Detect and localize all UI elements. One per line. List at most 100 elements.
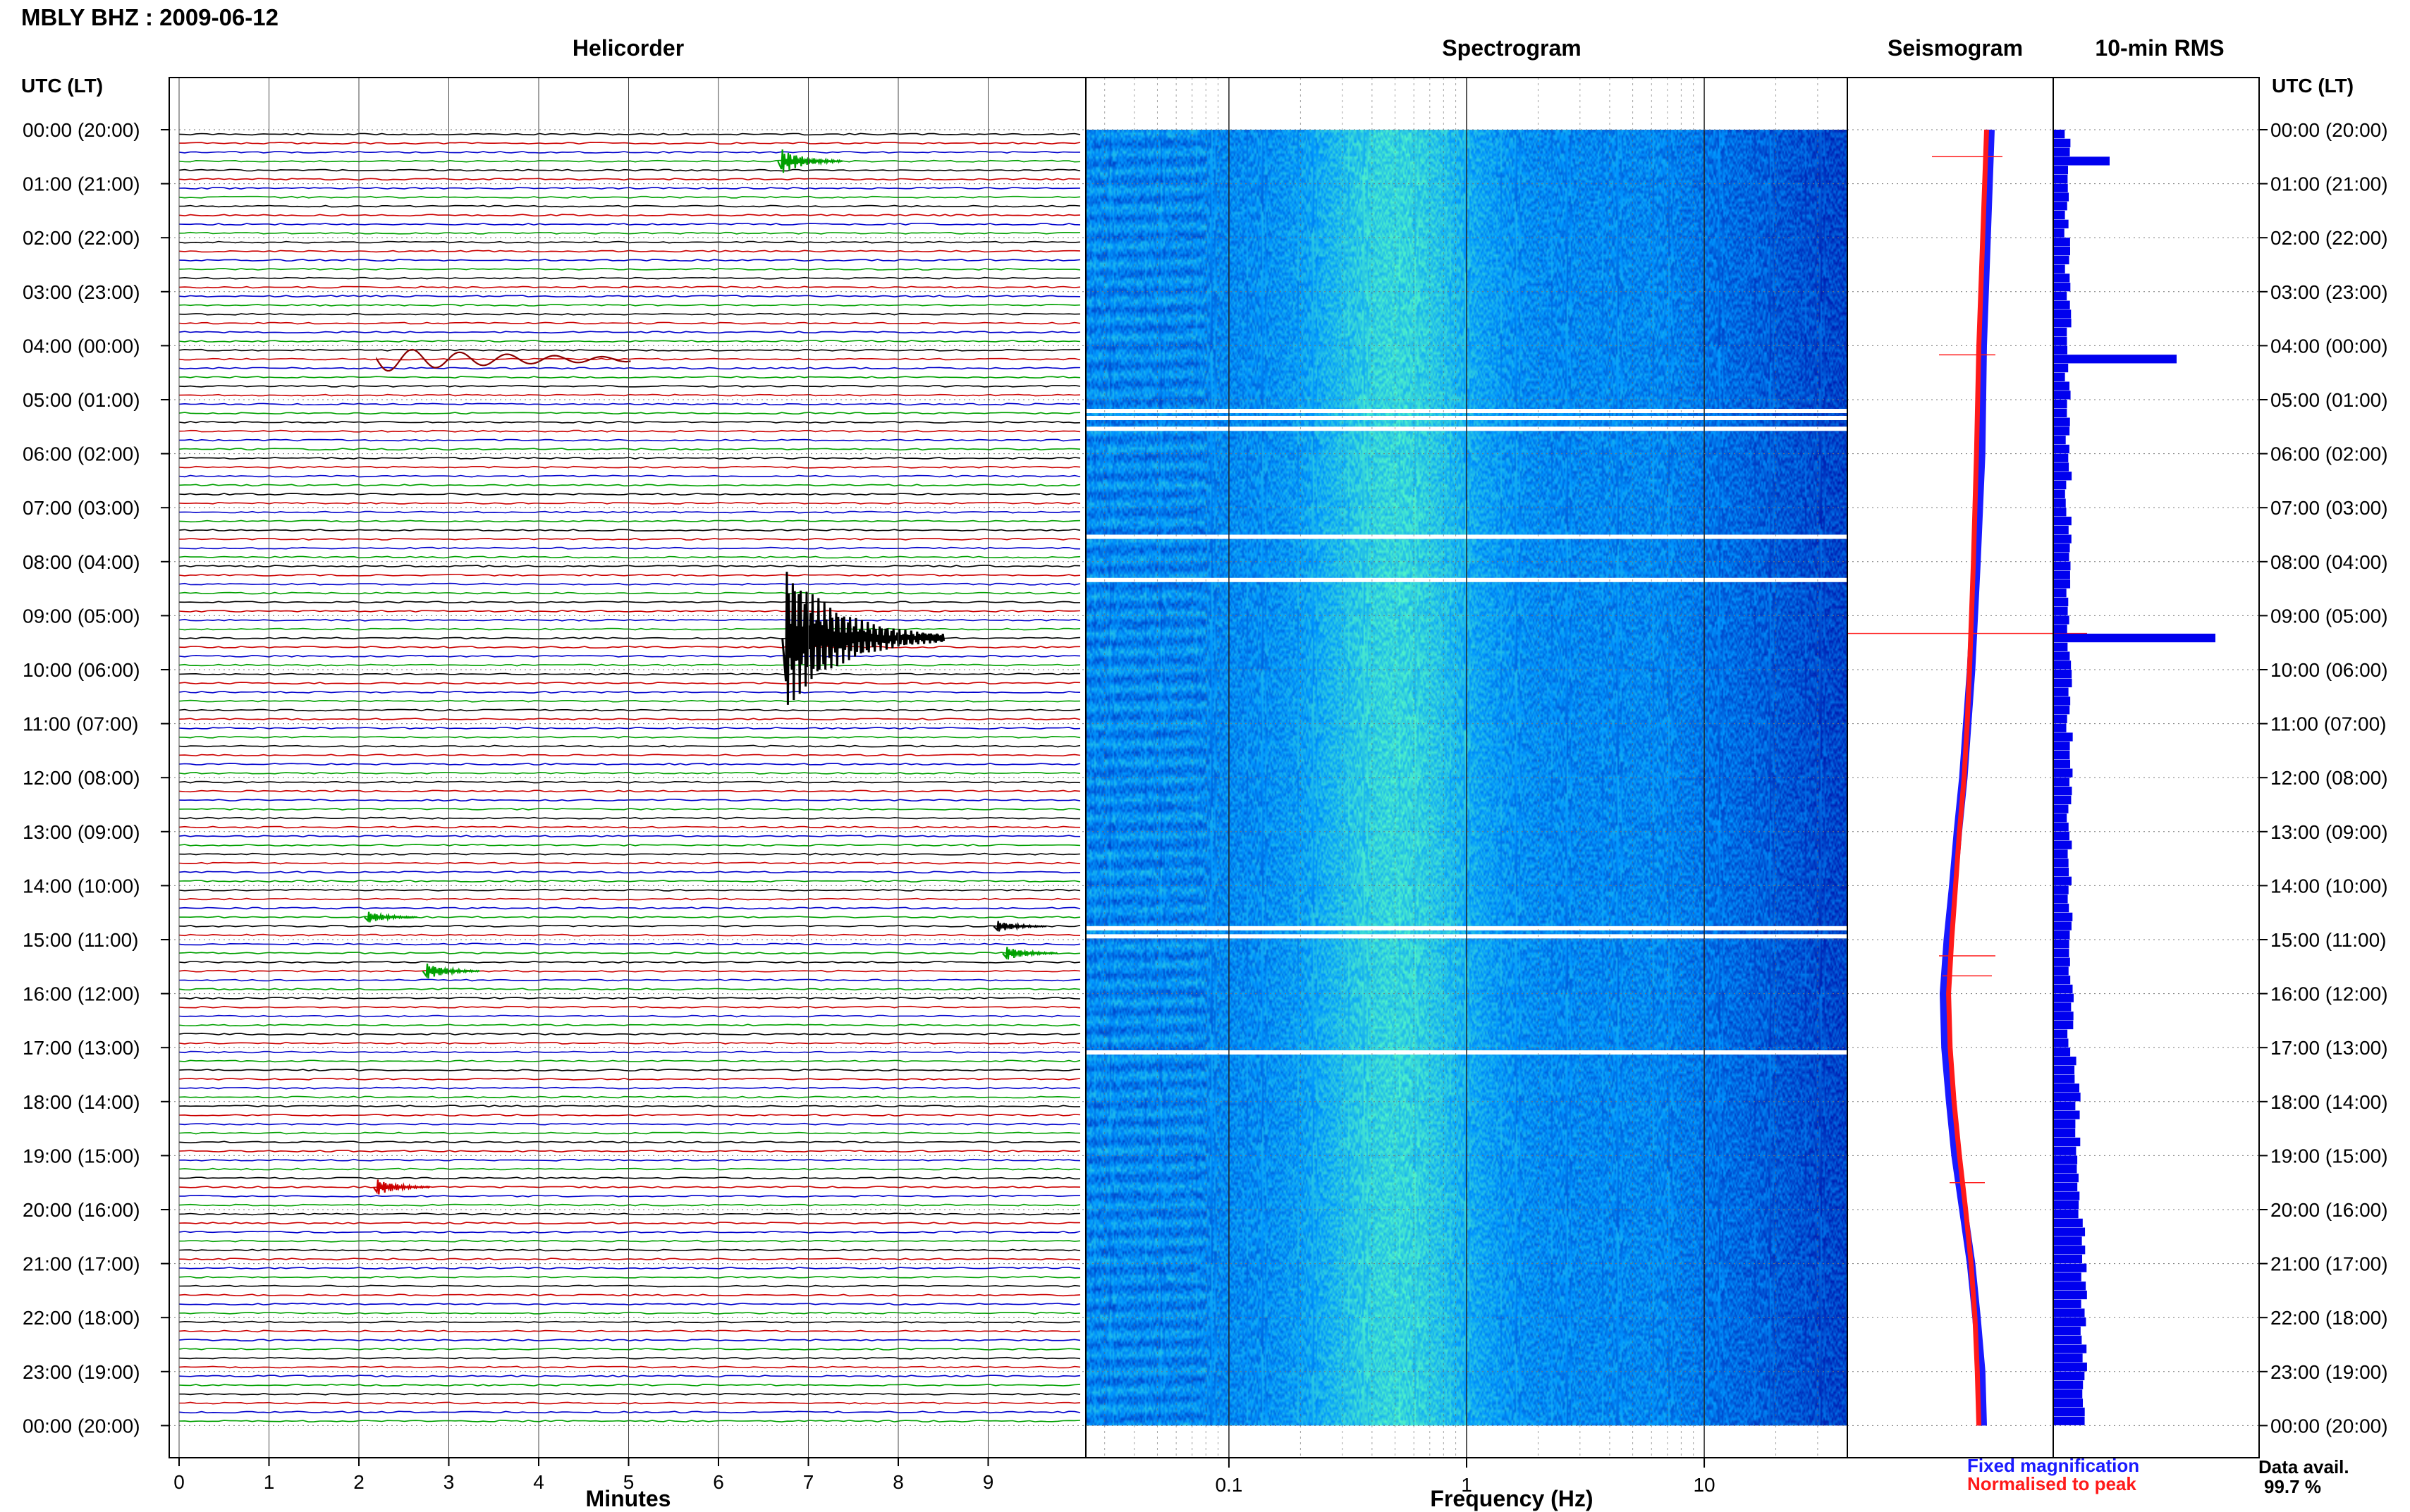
rms-bar xyxy=(2053,831,2069,841)
minute-tick-label-2: 2 xyxy=(353,1471,365,1493)
helicorder-trace xyxy=(178,601,1080,604)
helicorder-trace xyxy=(178,591,1081,595)
rms-bar xyxy=(2053,1047,2071,1057)
rms-bar xyxy=(2053,1218,2083,1228)
minute-tick-label-3: 3 xyxy=(444,1471,455,1493)
rms-bar xyxy=(2053,183,2068,192)
helicorder-trace xyxy=(178,312,1081,316)
rms-bar xyxy=(2053,759,2071,768)
hour-tick-label-left-2: 02:00 (22:00) xyxy=(23,227,140,249)
rms-bar xyxy=(2053,859,2069,868)
helicorder-trace xyxy=(178,223,1081,226)
rms-bar xyxy=(2053,625,2067,634)
rms-bar xyxy=(2053,1164,2077,1174)
rms-bar xyxy=(2053,355,2177,364)
helicorder-trace xyxy=(178,574,1081,577)
helicorder-trace xyxy=(178,627,1081,631)
helicorder-trace xyxy=(178,754,1081,757)
seismogram-frame xyxy=(1847,77,2054,1458)
helicorder-trace xyxy=(178,159,1081,163)
hour-tick-label-right-10: 10:00 (06:00) xyxy=(2270,659,2388,681)
rms-bar xyxy=(2053,1083,2080,1093)
helicorder-trace xyxy=(178,1095,1081,1099)
helicorder-trace xyxy=(178,646,1081,649)
hour-tick-label-left-5: 05:00 (01:00) xyxy=(23,389,140,411)
rms-bar xyxy=(2053,876,2072,885)
rms-bar xyxy=(2053,300,2070,309)
rms-bar xyxy=(2053,309,2072,319)
rms-bar xyxy=(2053,1290,2087,1300)
hour-tick-label-right-21: 21:00 (17:00) xyxy=(2270,1253,2388,1275)
helicorder-trace xyxy=(178,133,1081,136)
rms-bar xyxy=(2053,651,2070,660)
rms-bar xyxy=(2053,130,2065,139)
rms-bar xyxy=(2053,633,2215,643)
rms-bar xyxy=(2053,642,2068,651)
helicorder-trace xyxy=(178,393,1081,397)
hour-tick-label-right-18: 18:00 (14:00) xyxy=(2270,1091,2388,1113)
helicorder-trace xyxy=(179,1392,1081,1396)
helicorder-trace xyxy=(178,484,1081,487)
minute-tick-label-9: 9 xyxy=(983,1471,994,1493)
helicorder-trace xyxy=(178,178,1081,181)
frequency-tick-label-1: 1 xyxy=(1461,1474,1472,1496)
rms-bar xyxy=(2053,1146,2076,1155)
hour-tick-label-left-16: 16:00 (12:00) xyxy=(23,983,140,1005)
helicorder-trace xyxy=(178,1024,1081,1027)
helicorder-trace xyxy=(178,1122,1081,1126)
helicorder-event-1 xyxy=(376,348,631,372)
helicorder-trace xyxy=(178,1005,1081,1009)
helicorder-trace xyxy=(178,1141,1081,1144)
helicorder-trace xyxy=(178,1131,1081,1135)
data-availability-label: Data avail. xyxy=(2258,1456,2349,1477)
helicorder-trace xyxy=(178,1320,1081,1324)
hour-tick-label-left-14: 14:00 (10:00) xyxy=(23,875,140,897)
rms-bar xyxy=(2053,1101,2076,1111)
hour-tick-label-left-23: 23:00 (19:00) xyxy=(23,1361,140,1383)
hour-tick-label-left-3: 03:00 (23:00) xyxy=(23,281,140,303)
hour-tick-label-right-22: 22:00 (18:00) xyxy=(2270,1307,2388,1329)
hour-tick-label-right-20: 20:00 (16:00) xyxy=(2270,1199,2388,1221)
helicorder-trace xyxy=(178,1375,1081,1378)
rms-bar xyxy=(2053,948,2069,958)
seismogram-normalised-line xyxy=(1946,129,1989,1426)
minute-tick-label-6: 6 xyxy=(713,1471,724,1493)
rms-bar xyxy=(2053,336,2067,345)
rms-bar xyxy=(2053,453,2069,462)
rms-bar xyxy=(2053,246,2071,256)
frequency-tick-label-0: 0.1 xyxy=(1215,1474,1242,1496)
helicorder-trace xyxy=(178,565,1081,568)
helicorder-trace xyxy=(178,906,1081,910)
minute-tick-label-0: 0 xyxy=(173,1471,185,1493)
rms-bar xyxy=(2053,1246,2086,1255)
helicorder-trace xyxy=(178,816,1081,820)
rms-bar xyxy=(2053,156,2110,166)
hour-tick-label-left-18: 18:00 (14:00) xyxy=(23,1091,140,1113)
rms-bar xyxy=(2053,1308,2085,1317)
helicorder-trace xyxy=(178,1167,1081,1171)
helicorder-trace xyxy=(178,744,1081,748)
helicorder-trace xyxy=(178,231,1081,235)
helicorder-trace xyxy=(178,807,1081,811)
rms-bar xyxy=(2053,678,2072,688)
hour-tick-label-right-1: 01:00 (21:00) xyxy=(2270,173,2388,195)
helicorder-trace xyxy=(178,997,1081,1000)
helicorder-trace xyxy=(178,250,1081,253)
helicorder-trace xyxy=(178,1303,1081,1305)
hour-tick-label-right-4: 04:00 (00:00) xyxy=(2270,335,2388,357)
rms-bar xyxy=(2053,166,2068,175)
rms-bar xyxy=(2053,1029,2068,1038)
helicorder-trace xyxy=(178,367,1081,370)
rms-bar xyxy=(2053,561,2071,571)
helicorder-trace xyxy=(178,331,1081,334)
helicorder-trace xyxy=(178,1059,1081,1063)
helicorder-trace xyxy=(178,960,1081,964)
rms-bar xyxy=(2053,1416,2085,1425)
helicorder-trace xyxy=(178,682,1081,685)
helicorder-trace xyxy=(178,1086,1081,1090)
minute-tick-label-7: 7 xyxy=(803,1471,814,1493)
rms-bar xyxy=(2053,813,2067,823)
rms-bar xyxy=(2053,1363,2087,1372)
frequency-tick-label-2: 10 xyxy=(1693,1474,1715,1496)
seismogram-title: Seismogram xyxy=(1887,35,2024,61)
